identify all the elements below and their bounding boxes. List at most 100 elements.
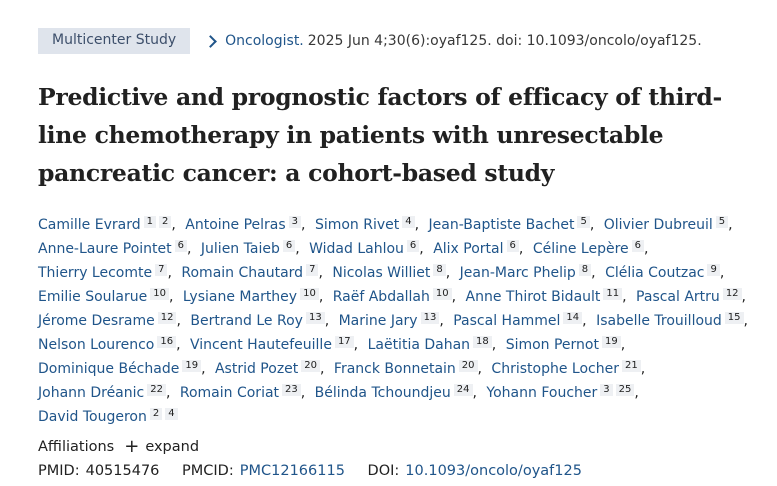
affiliation-number[interactable]: 7 [306,264,319,276]
affiliation-number[interactable]: 2 [158,216,172,228]
author-name-link[interactable]: Widad Lahlou [309,241,404,257]
affiliation-number[interactable]: 22 [147,384,166,396]
affiliation-number[interactable]: 6 [174,240,187,252]
affiliation-number[interactable]: 4 [402,216,415,228]
author-name-link[interactable]: Astrid Pozet [214,361,299,377]
author-separator: , [414,217,420,233]
author-name-link[interactable]: Bertrand Le Roy [190,313,303,329]
author-name-link[interactable]: Camille Evrard [38,217,141,233]
affiliation-number[interactable]: 25 [615,384,635,396]
author-item: Romain Coriat 23, [179,384,310,401]
affiliation-number[interactable]: 17 [334,336,354,348]
author-name-link[interactable]: Olivier Dubreuil [603,217,713,233]
author-name-link[interactable]: Marine Jary [338,313,418,329]
affiliation-number[interactable]: 16 [157,336,177,348]
affiliation-number[interactable]: 20 [458,360,478,372]
affiliation-number[interactable]: 2 [149,408,163,420]
affiliation-number[interactable]: 20 [301,360,321,372]
affiliation-number[interactable]: 18 [473,336,492,348]
author-name-link[interactable]: Romain Chautard [181,265,304,281]
affiliation-number[interactable]: 11 [603,288,623,300]
author-item: Simon Rivet 4, [314,216,424,233]
affiliation-number[interactable]: 13 [420,312,440,324]
author-item: Jean-Baptiste Bachet 5, [428,216,600,233]
author-item: Isabelle Trouilloud 15, [596,312,753,329]
author-name-link[interactable]: Anne Thirot Bidault [465,289,601,305]
publication-type-badge[interactable]: Multicenter Study [38,28,191,54]
affiliation-number[interactable]: 12 [722,288,742,300]
affiliation-number[interactable]: 19 [182,360,202,372]
affiliation-number[interactable]: 12 [157,312,177,324]
affiliation-number[interactable]: 6 [506,240,519,252]
affiliation-number[interactable]: 3 [288,216,302,228]
author-separator: , [324,313,330,329]
author-name-link[interactable]: Anne-Laure Pointet [38,241,172,257]
affiliation-number[interactable]: 19 [601,336,621,348]
journal-link[interactable]: Oncologist. [225,33,304,49]
citation-details: 2025 Jun 4;30(6):oyaf125. doi: 10.1093/o… [307,33,702,49]
author-name-link[interactable]: Pascal Hammel [453,313,561,329]
affiliation-number[interactable]: 4 [165,408,178,420]
affiliations-toggle[interactable]: Affiliations + expand [38,436,768,457]
affiliation-number[interactable]: 5 [715,216,729,228]
author-item: Franck Bonnetain 20, [333,360,487,377]
author-name-link[interactable]: Raëf Abdallah [332,289,430,305]
affiliation-number[interactable]: 5 [577,216,590,228]
affiliation-number[interactable]: 6 [406,240,420,252]
author-name-link[interactable]: Dominique Béchade [38,361,180,377]
author-name-link[interactable]: Franck Bonnetain [333,361,456,377]
affiliation-number[interactable]: 8 [433,264,446,276]
author-name-link[interactable]: Bélinda Tchoundjeu [314,385,451,401]
affiliation-number[interactable]: 13 [305,312,325,324]
affiliation-number[interactable]: 3 [600,384,613,396]
doi-link[interactable]: 10.1093/oncolo/oyaf125 [405,463,582,479]
affiliation-number[interactable]: 6 [631,240,645,252]
author-name-link[interactable]: Isabelle Trouilloud [596,313,722,329]
affiliation-number[interactable]: 10 [300,288,319,300]
author-name-link[interactable]: Johann Dréanic [38,385,145,401]
author-name-link[interactable]: Laëtitia Dahan [367,337,471,353]
affiliation-number[interactable]: 6 [282,240,296,252]
author-name-link[interactable]: Nelson Lourenco [38,337,155,353]
author-name-link[interactable]: Jean-Baptiste Bachet [428,217,575,233]
plus-icon: + [124,436,140,457]
author-item: Pascal Hammel 14, [453,312,591,329]
author-name-link[interactable]: Simon Pernot [505,337,599,353]
author-name-link[interactable]: Clélia Coutzac [605,265,705,281]
author-name-link[interactable]: Thierry Lecomte [38,265,153,281]
affiliation-number[interactable]: 23 [282,384,301,396]
author-name-link[interactable]: Yohann Foucher [486,385,598,401]
affiliation-number[interactable]: 15 [724,312,744,324]
author-name-link[interactable]: Nicolas Williet [332,265,431,281]
affiliation-number[interactable]: 14 [563,312,583,324]
author-name-link[interactable]: Christophe Locher [491,361,619,377]
identifiers: PMID: 40515476 PMCID: PMC12166115 DOI: 10.1… [38,463,768,479]
affiliation-number[interactable]: 10 [432,288,452,300]
author-name-link[interactable]: David Tougeron [38,409,147,425]
author-name-link[interactable]: Antoine Pelras [185,217,286,233]
author-name-link[interactable]: Jérome Desrame [38,313,155,329]
affiliation-number[interactable]: 1 [143,216,156,228]
author-name-link[interactable]: Jean-Marc Phelip [459,265,576,281]
author-name-link[interactable]: Céline Lepère [532,241,629,257]
author-item: Emilie Soularue 10, [38,288,178,305]
author-name-link[interactable]: Vincent Hautefeuille [190,337,332,353]
affiliation-number[interactable]: 7 [155,264,168,276]
author-name-link[interactable]: Alix Portal [433,241,504,257]
author-name-link[interactable]: Romain Coriat [179,385,280,401]
author-item: Thierry Lecomte 7, [38,264,177,281]
affiliation-number[interactable]: 9 [707,264,720,276]
affiliation-number[interactable]: 24 [453,384,473,396]
author-name-link[interactable]: Pascal Artru [636,289,720,305]
author-name-link[interactable]: Emilie Soularue [38,289,148,305]
author-name-link[interactable]: Julien Taieb [200,241,280,257]
author-item: Olivier Dubreuil 5, [603,216,738,233]
pmcid-link[interactable]: PMC12166115 [239,463,345,479]
affiliation-number[interactable]: 21 [621,360,641,372]
affiliation-number[interactable]: 8 [578,264,592,276]
author-separator: , [320,361,325,377]
author-name-link[interactable]: Simon Rivet [314,217,400,233]
author-separator: , [300,385,306,401]
affiliation-number[interactable]: 10 [150,288,169,300]
author-name-link[interactable]: Lysiane Marthey [182,289,298,305]
